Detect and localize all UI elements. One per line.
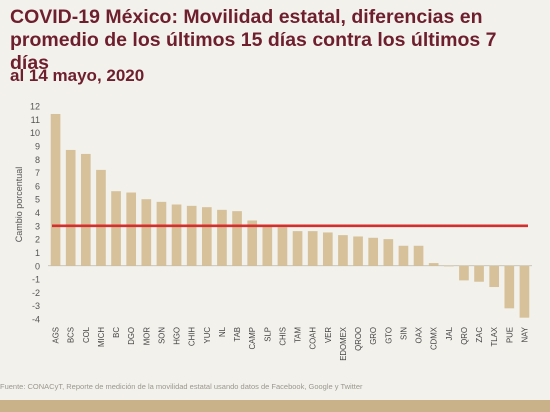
chart-title: COVID-19 México: Movilidad estatal, dife… <box>10 6 497 74</box>
x-tick-label: COL <box>82 326 91 343</box>
x-tick-label: QROO <box>354 327 363 351</box>
x-tick-label: EDOMEX <box>339 326 348 361</box>
bar <box>111 191 121 266</box>
y-tick-label: 7 <box>35 168 40 178</box>
y-tick-label: -3 <box>32 301 40 311</box>
bar <box>489 265 500 288</box>
bars <box>50 113 530 318</box>
y-tick-label: 6 <box>35 181 40 191</box>
bar <box>338 235 348 266</box>
bar <box>186 205 197 266</box>
x-tick-label: BC <box>112 327 121 338</box>
y-tick-label: 0 <box>35 261 40 271</box>
y-tick-label: 1 <box>35 248 40 258</box>
x-tick-label: SIN <box>399 327 408 340</box>
x-tick-labels: AGS BCS COL MICH BC DGO MOR SON HGO CHIH YUC NL TAB C… <box>52 326 530 361</box>
bar <box>443 265 454 267</box>
y-tick-label: 2 <box>35 235 40 245</box>
bar <box>232 211 242 266</box>
bar <box>322 232 333 266</box>
bar <box>50 113 61 266</box>
x-tick-label: ZAC <box>475 327 484 343</box>
bar <box>307 231 318 266</box>
x-tick-label: TLAX <box>490 326 499 346</box>
y-tick-label: 11 <box>31 115 40 125</box>
bar <box>353 236 363 266</box>
bar <box>96 169 106 266</box>
x-tick-label: MICH <box>97 327 106 347</box>
x-tick-label: VER <box>324 327 333 343</box>
y-tick-label: 4 <box>35 208 40 218</box>
y-tick-label: 9 <box>35 141 40 151</box>
x-tick-label: GRO <box>369 327 378 345</box>
x-tick-label: BCS <box>67 327 76 343</box>
bar <box>459 265 469 281</box>
x-tick-label: TAB <box>233 327 242 342</box>
x-tick-label: GTO <box>384 327 393 344</box>
bar <box>141 199 152 266</box>
y-tick-label: 3 <box>35 221 40 231</box>
bar <box>413 245 424 266</box>
x-tick-label: DGO <box>127 327 136 345</box>
bar <box>504 265 515 309</box>
y-tick-label: 5 <box>35 195 40 205</box>
bar <box>126 192 137 266</box>
x-tick-label: NL <box>218 326 227 337</box>
x-tick-label: HGO <box>173 327 182 345</box>
x-tick-label: JAL <box>445 326 454 340</box>
bar <box>277 227 288 266</box>
x-tick-label: AGS <box>52 327 61 343</box>
x-tick-label: COAH <box>309 327 318 350</box>
bar <box>247 220 258 266</box>
x-tick-label: YUC <box>203 327 212 344</box>
bar <box>171 204 182 266</box>
chart-subtitle: al 14 mayo, 2020 <box>10 66 145 85</box>
bar <box>262 225 273 266</box>
x-tick-label: QRO <box>460 327 469 345</box>
bar <box>519 265 530 318</box>
bar <box>383 239 394 266</box>
x-tick-label: MOR <box>142 327 151 346</box>
y-tick-label: -1 <box>32 275 40 285</box>
bar <box>80 153 91 266</box>
bar <box>156 201 167 266</box>
source-note: Fuente: CONACyT, Reporte de medición de … <box>0 382 363 391</box>
y-axis-label: Cambio porcentual <box>14 167 24 243</box>
bar <box>65 149 76 266</box>
x-tick-label: CHIH <box>188 327 197 346</box>
bottom-strip <box>0 400 550 412</box>
bar <box>398 245 409 266</box>
y-tick-label: -4 <box>32 315 40 325</box>
y-tick-label: 8 <box>35 155 40 165</box>
bar <box>368 237 379 266</box>
x-tick-label: OAX <box>415 326 424 343</box>
bar <box>428 263 439 266</box>
x-tick-label: CDMX <box>430 326 439 350</box>
x-tick-label: TAM <box>294 327 303 343</box>
bar <box>217 209 227 266</box>
x-tick-label: NAY <box>520 326 529 342</box>
bar <box>201 207 212 266</box>
x-tick-label: SON <box>157 327 166 344</box>
bar <box>292 231 303 266</box>
x-tick-label: CHIS <box>278 327 287 346</box>
y-tick-label: -2 <box>32 288 40 298</box>
y-tick-label: 12 <box>30 102 40 112</box>
bar <box>474 265 484 282</box>
x-tick-label: PUE <box>505 327 514 343</box>
y-tick-label: 10 <box>30 128 40 138</box>
x-tick-label: SLP <box>263 327 272 342</box>
x-tick-label: CAMP <box>248 327 257 350</box>
